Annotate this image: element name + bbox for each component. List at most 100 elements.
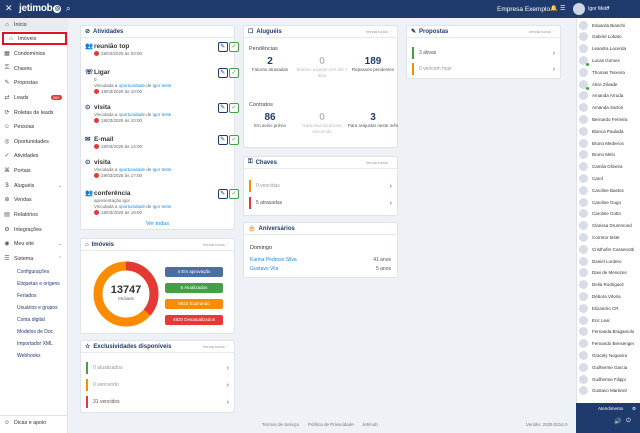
opportunity-link[interactable]: oportunidade (118, 204, 145, 209)
subitem-importador-xml[interactable]: Importador XML (17, 341, 53, 347)
search-icon[interactable]: ⌕ (66, 4, 71, 13)
more-menu[interactable]: Venda todos ⋮ (365, 160, 393, 165)
person-link[interactable]: Igor teste (152, 204, 172, 209)
subitem-feriados[interactable]: Feriados (17, 293, 37, 299)
subitem-conta-digital[interactable]: Conta digital (17, 317, 45, 323)
more-menu[interactable]: Venda todos ⋮ (202, 344, 230, 349)
subitem-configuracoes[interactable]: Configurações (17, 269, 50, 275)
edit-button[interactable]: ✎ (217, 103, 228, 113)
sidebar-item-leads[interactable]: ⇄ Leads 99+ (0, 91, 68, 104)
company-selector[interactable]: Empresa Exemplo ▾ (497, 6, 556, 13)
team-member[interactable]: Clarissa Drummond (579, 221, 632, 231)
stat-expiring-guarantees[interactable]: 0 Garantias locatícias vencendo (296, 112, 348, 135)
keys-overdue-row[interactable]: 0 vencidas › (249, 180, 392, 192)
avatar[interactable] (573, 3, 585, 15)
close-icon[interactable]: ✕ (5, 3, 13, 13)
sidebar-item-propostas[interactable]: ✎ Propostas (0, 76, 68, 89)
activity-item[interactable]: 👥conferência apresentação igor Vinculada… (85, 189, 239, 215)
complete-button[interactable]: ✓ (229, 68, 239, 78)
pending-approval-pill[interactable]: 4 Em aprovação (165, 267, 223, 277)
team-member[interactable]: Leandra Lacerda (579, 44, 626, 54)
stat-expiring-boletos[interactable]: 0 Boletos expiram em até 7 dias (296, 56, 348, 79)
expiring-pill[interactable]: 8823 Expirando (165, 299, 223, 309)
team-member[interactable]: Delia Rodriguez (579, 280, 624, 290)
team-member[interactable]: Gustavo Martinez (579, 386, 627, 396)
user-chevron-icon[interactable]: ▾ (607, 5, 610, 11)
user-name[interactable]: Igor Melo (588, 6, 609, 12)
team-member[interactable]: Alice Zilvade (579, 79, 618, 90)
team-member[interactable]: Caroline Gotto (579, 209, 621, 219)
birthday-row[interactable]: Gustavo Vila 5 anos (250, 266, 391, 272)
sidebar-item-atividades[interactable]: ✓ Atividades (0, 149, 68, 162)
outdated-pill[interactable]: 4920 Desatualizados (165, 315, 223, 325)
stat-pending-transfers[interactable]: 189 Repasses pendentes (347, 56, 399, 73)
see-all-activities-link[interactable]: Ver todas (145, 221, 170, 227)
apps-icon[interactable]: ☰ (560, 6, 566, 12)
subitem-etiquetas[interactable]: Etiquetas e origens (17, 281, 60, 287)
team-member[interactable]: Bernardo Ferreira (579, 114, 628, 124)
activity-item[interactable]: ☏Ligar 0 Vinculada a oportunidade de Igo… (85, 68, 239, 94)
complete-button[interactable]: ✓ (229, 189, 239, 199)
opportunity-link[interactable]: oportunidade (118, 112, 145, 117)
toggle-icon[interactable]: ⏻ (626, 418, 631, 424)
team-member[interactable]: Amanda Arruda (579, 91, 623, 101)
complete-button[interactable]: ✓ (229, 135, 239, 145)
team-member[interactable]: Elizandro CR (579, 303, 619, 313)
team-member[interactable]: Lucas Gomes (579, 55, 620, 66)
keys-late-row[interactable]: 5 atrasadas › (249, 197, 392, 209)
sidebar-item-inicio[interactable]: ⌂ Início (0, 18, 68, 31)
exclusivity-updated-row[interactable]: 0 atualizados › (86, 362, 229, 374)
jetimob-link[interactable]: Jetimob (362, 422, 378, 427)
notification-icon[interactable]: 🔔 (550, 6, 558, 12)
sidebar-item-pessoas[interactable]: ☺ Pessoas (0, 120, 68, 133)
privacy-link[interactable]: Política de Privacidade (308, 422, 354, 427)
gear-icon[interactable]: ⚙ (631, 405, 636, 411)
updated-pill[interactable]: 6 Atualizados (165, 283, 223, 293)
exclusivity-expired-row[interactable]: 31 vencidos › (86, 396, 229, 408)
team-member[interactable]: Eduarda Bianchi (579, 20, 625, 30)
team-member[interactable]: Eric Leal (579, 315, 610, 325)
team-member[interactable]: Guilherme Garcia (579, 362, 627, 372)
person-link[interactable]: Igor teste (152, 167, 172, 172)
team-member[interactable]: Gabriel Lobato (579, 32, 622, 42)
person-link[interactable]: Igor teste (152, 83, 172, 88)
team-member[interactable]: Carol (579, 173, 603, 183)
proposals-due-row[interactable]: 0 vencem hoje › (412, 63, 555, 75)
sidebar-item-sistema[interactable]: ☰ Sistema ⌃ (0, 252, 68, 265)
terms-link[interactable]: Termos de Serviço (262, 422, 300, 427)
team-member[interactable]: Guilherme Filippi (579, 374, 626, 384)
team-member[interactable]: Bruno Medeiros (579, 138, 624, 148)
more-menu[interactable]: Venda todos ⋮ (528, 29, 556, 34)
complete-button[interactable]: ✓ (229, 103, 239, 113)
team-member[interactable]: Davi de Menezes (579, 268, 627, 278)
activity-item[interactable]: 👥reunião top 19/03/2025 às 03:00 ✎ ✓ (85, 42, 239, 56)
edit-button[interactable]: ✎ (217, 68, 228, 78)
edit-button[interactable]: ✎ (217, 42, 228, 52)
sidebar-item-chaves[interactable]: ⚿ Chaves (0, 62, 68, 75)
team-member[interactable]: Cristhofer Cassenotti (579, 244, 634, 254)
opportunity-link[interactable]: oportunidade (118, 167, 145, 172)
team-member[interactable]: Fernanda Bragamolo (579, 327, 634, 337)
team-member[interactable]: Camila Oliveira (579, 162, 623, 172)
sidebar-item-alugueis[interactable]: $ Aluguéis ⌄ (0, 179, 68, 192)
app-logo[interactable]: jetimob ◎ (19, 3, 62, 14)
birthday-row[interactable]: Karina Pedroso Silva 41 anos (250, 257, 391, 263)
team-member[interactable]: Amanda Sartori (579, 103, 623, 113)
person-link[interactable]: Igor teste (152, 112, 172, 117)
team-member[interactable]: Caroline Gugo (579, 197, 621, 207)
team-member[interactable]: Corretor teste (579, 232, 620, 242)
sidebar-item-portais[interactable]: ⌘ Portais (0, 164, 68, 177)
subitem-usuarios[interactable]: Usuários e grupos (17, 305, 58, 311)
more-menu[interactable]: Venda todos ⋮ (365, 29, 393, 34)
sidebar-item-meu-site[interactable]: ◉ Meu site ⌄ (0, 237, 68, 250)
activity-item[interactable]: ✉ E-mail 19/03/2025 às 14:00 ✎ ✓ (85, 135, 239, 149)
edit-button[interactable]: ✎ (217, 189, 228, 199)
team-member[interactable]: Daniel Lordero (579, 256, 622, 266)
sidebar-item-integracoes[interactable]: ⚙ Integrações (0, 223, 68, 236)
stat-notice-period[interactable]: 86 Em aviso prévio (244, 112, 296, 129)
sidebar-item-relatorios[interactable]: ▤ Relatórios (0, 208, 68, 221)
sidebar-item-condominios[interactable]: ▦ Condomínios (0, 47, 68, 60)
sidebar-item-oportunidades[interactable]: ◎ Oportunidades (0, 135, 68, 148)
team-member[interactable]: Thomas Teixeira (579, 67, 625, 77)
opportunity-link[interactable]: oportunidade (118, 83, 145, 88)
